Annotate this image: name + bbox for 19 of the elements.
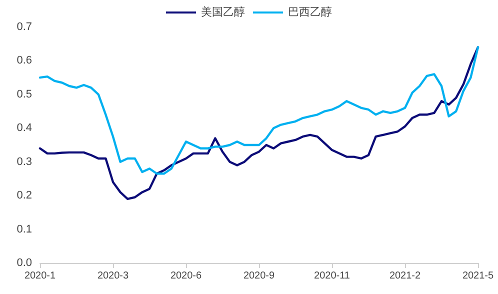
y-tick-label: 0.6	[16, 54, 32, 67]
line-series	[38, 46, 480, 200]
y-tick-label: 0.4	[16, 122, 32, 134]
line-series	[38, 46, 480, 175]
x-tick-label: 2020-1	[24, 270, 56, 282]
x-tick-label: 2020-11	[314, 270, 350, 282]
legend-label: 美国乙醇	[201, 6, 245, 18]
y-tick-label: 0.7	[16, 21, 32, 33]
legend-label: 巴西乙醇	[288, 6, 332, 18]
y-tick-label: 0.0	[16, 257, 32, 269]
x-tick-label: 2020-6	[170, 270, 202, 282]
y-tick-label: 0.3	[16, 156, 32, 168]
x-tick-label: 2021-5	[462, 270, 494, 282]
x-tick-label: 2021-2	[389, 270, 422, 282]
x-tick-label: 2020-3	[97, 270, 130, 282]
y-tick-label: 0.1	[16, 223, 32, 236]
y-tick-label: 0.5	[16, 88, 32, 100]
y-tick-label: 0.2	[16, 190, 32, 202]
x-tick-label: 2020-9	[243, 270, 276, 282]
